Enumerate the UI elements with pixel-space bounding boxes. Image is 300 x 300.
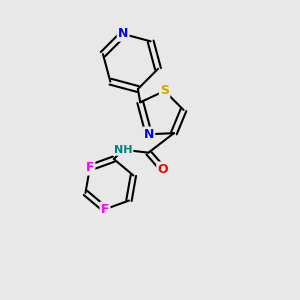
Text: F: F	[85, 161, 94, 174]
Text: NH: NH	[114, 145, 132, 155]
Text: N: N	[118, 28, 128, 40]
Text: N: N	[144, 128, 154, 141]
Text: S: S	[160, 85, 169, 98]
Text: O: O	[158, 163, 168, 176]
Text: F: F	[101, 203, 109, 216]
